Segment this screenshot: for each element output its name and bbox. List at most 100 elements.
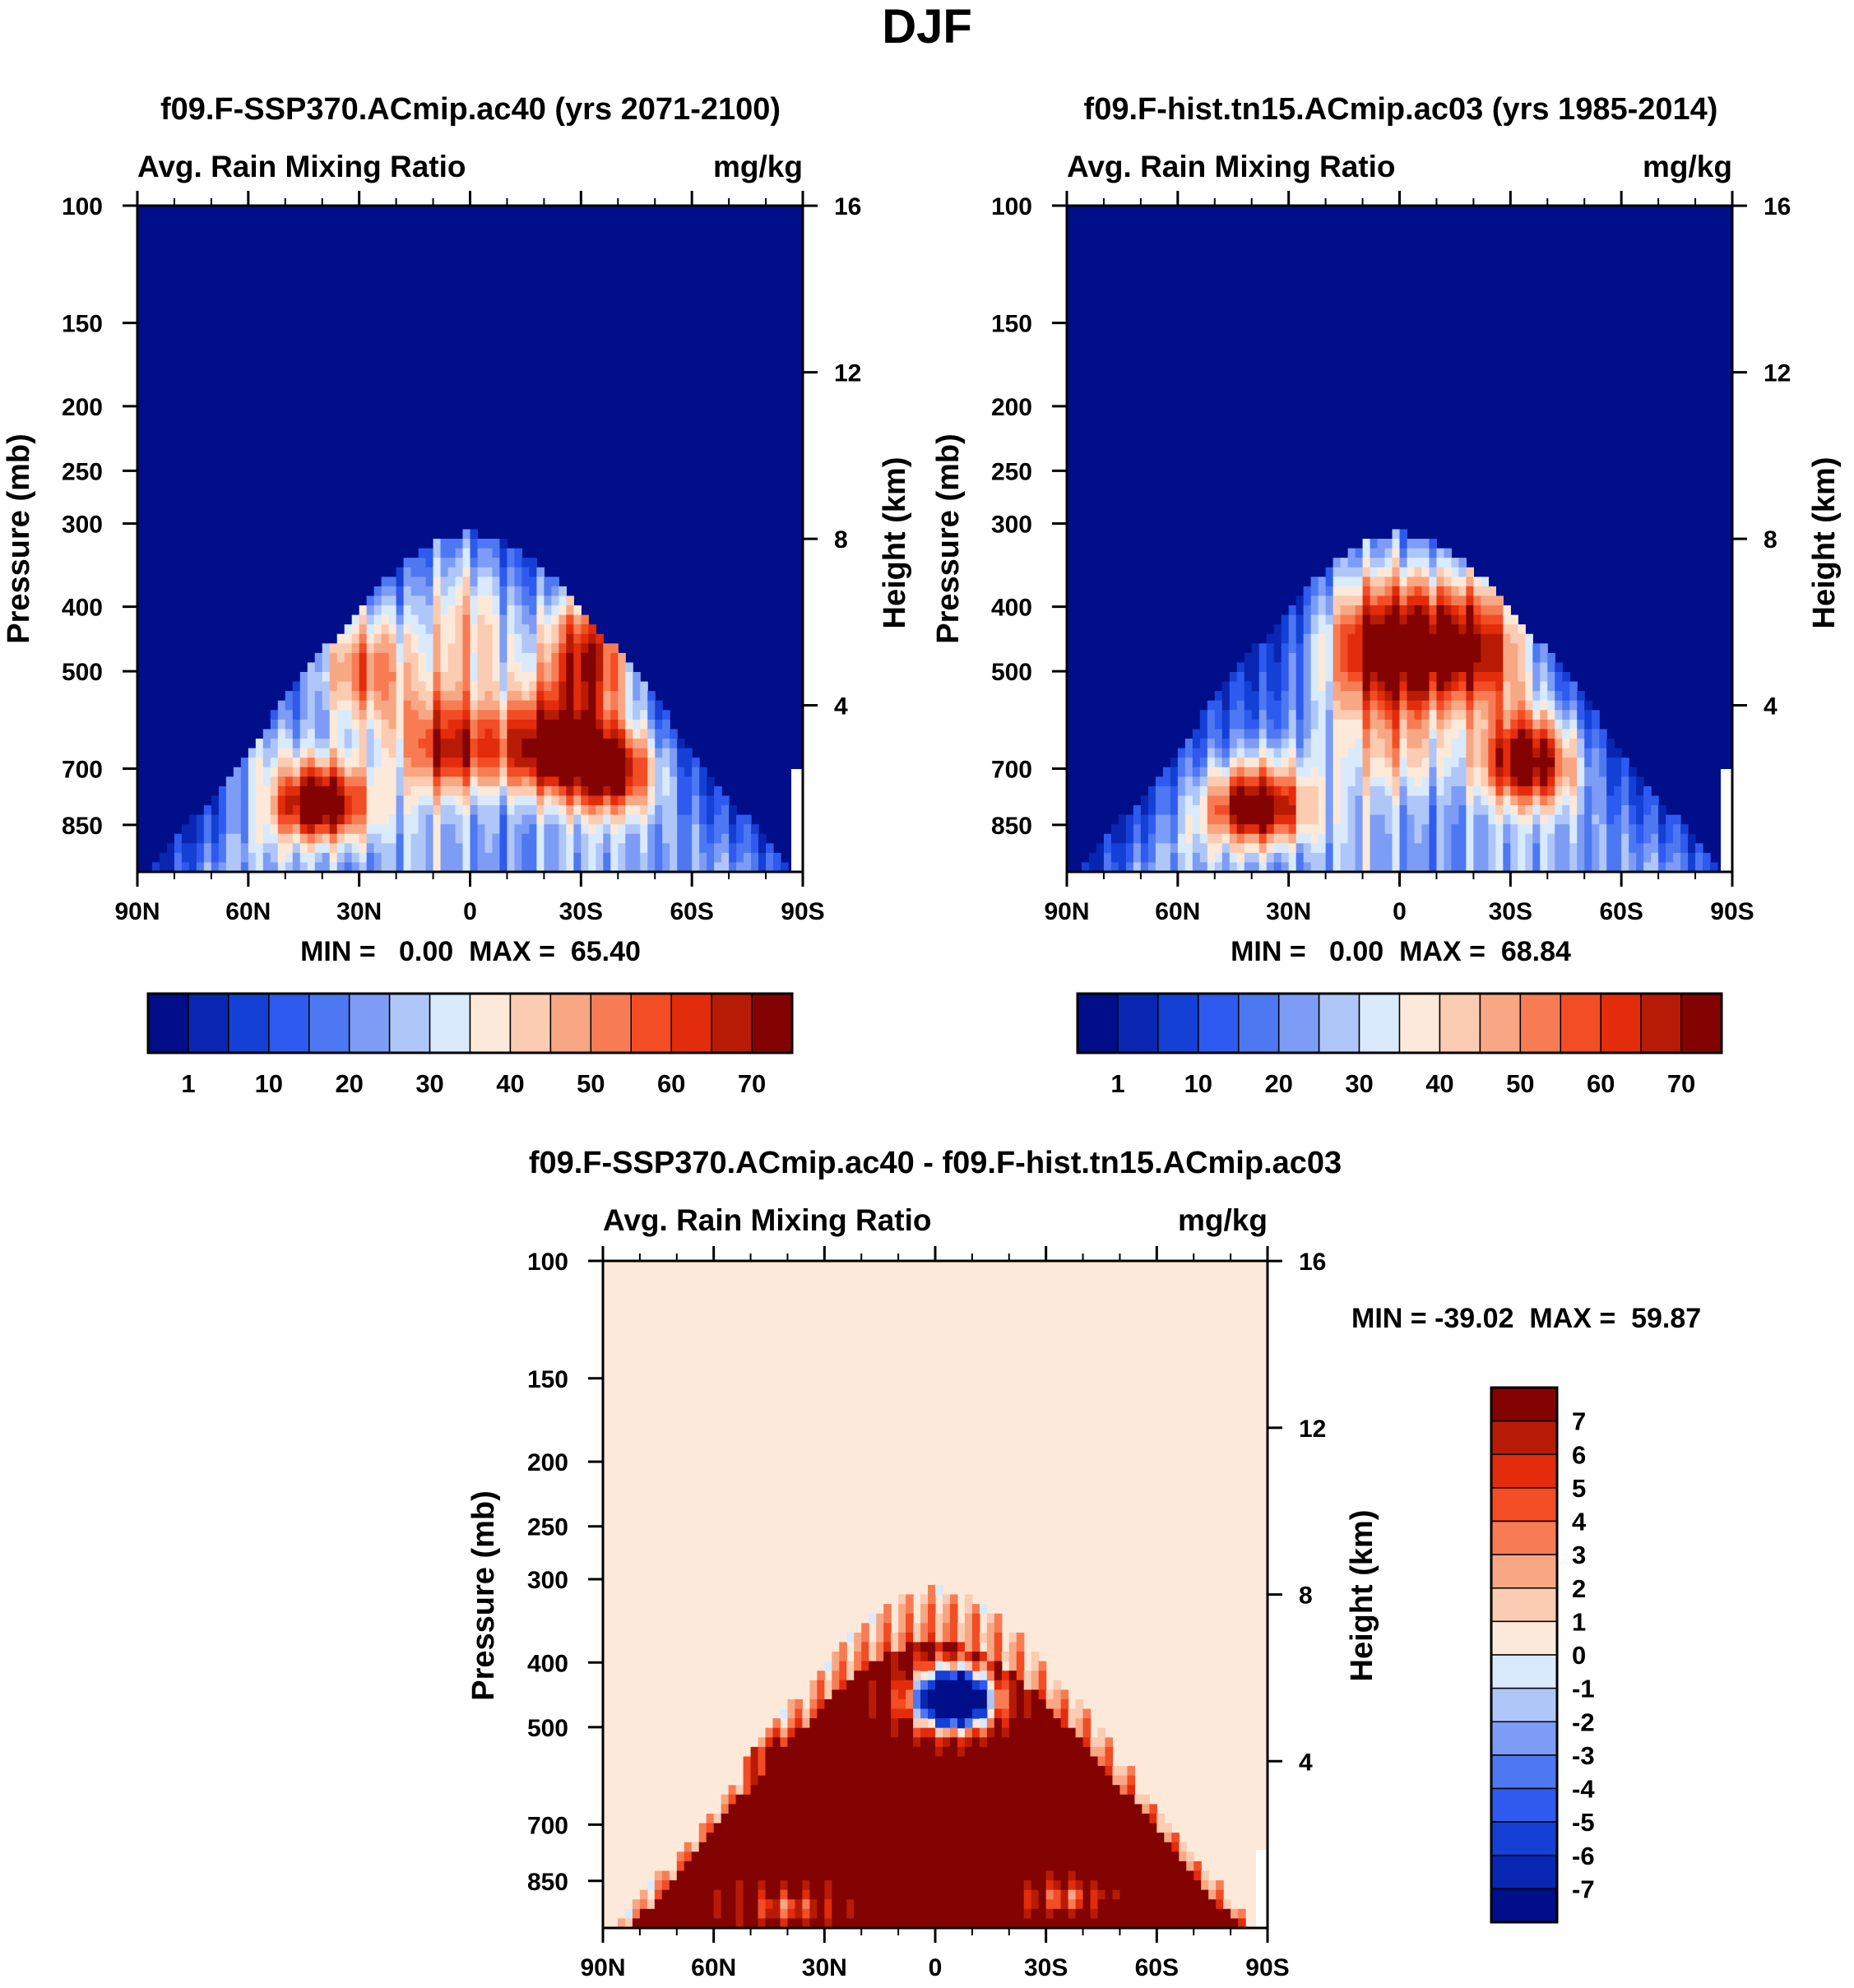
heatmap-cell: [698, 1842, 707, 1852]
heatmap-cell: [1266, 767, 1275, 777]
heatmap-cell: [255, 833, 264, 844]
heatmap-cell: [329, 862, 338, 873]
heatmap-cell: [979, 1918, 988, 1929]
heatmap-cell: [618, 729, 626, 739]
colorbar-frame: [1076, 992, 1723, 1054]
heatmap-cell: [1325, 767, 1334, 777]
heatmap-cell: [314, 833, 323, 844]
heatmap-cell: [625, 767, 633, 777]
heatmap-cell: [1340, 577, 1349, 587]
heatmap-cell: [447, 748, 457, 758]
heatmap-cell: [1518, 624, 1526, 635]
heatmap-cell: [625, 833, 633, 844]
heatmap-cell: [1436, 662, 1445, 673]
heatmap-cell: [425, 643, 434, 654]
heatmap-cell: [964, 1851, 973, 1862]
heatmap-cell: [729, 814, 737, 825]
heatmap-cell: [1303, 624, 1312, 635]
heatmap-cell: [1606, 833, 1615, 844]
heatmap-cell: [521, 586, 531, 597]
heatmap-cell: [1207, 767, 1216, 777]
heatmap-cell: [403, 577, 412, 587]
heatmap-cell: [433, 586, 442, 597]
heatmap-cell: [1333, 700, 1342, 711]
heatmap-cell: [1370, 795, 1379, 806]
heatmap-cell: [876, 1785, 884, 1796]
heatmap-cell: [876, 1861, 884, 1872]
heatmap-cell: [285, 719, 294, 730]
heatmap-cell: [1510, 852, 1518, 864]
heatmap-cell: [655, 814, 663, 825]
heatmap-cell: [928, 1613, 936, 1624]
heatmap-cell: [1666, 833, 1674, 844]
heatmap-cell: [1518, 710, 1526, 721]
heatmap-cell: [285, 710, 294, 721]
heatmap-cell: [750, 1823, 759, 1833]
heatmap-cell: [1340, 748, 1349, 758]
heatmap-cell: [581, 852, 589, 864]
heatmap-cell: [647, 1880, 656, 1891]
heatmap-cell: [780, 1851, 789, 1862]
heatmap-cell: [551, 652, 559, 664]
heatmap-cell: [677, 767, 685, 777]
heatmap-cell: [529, 586, 537, 597]
heatmap-cell: [373, 662, 382, 673]
heatmap-cell: [1362, 672, 1371, 683]
heatmap-cell: [455, 605, 464, 616]
heatmap-cell: [1199, 710, 1208, 721]
heatmap-cell: [1444, 719, 1453, 730]
heatmap-cell: [677, 795, 685, 806]
heatmap-cell: [1458, 758, 1467, 768]
heatmap-cell: [1407, 643, 1416, 654]
heatmap-cell: [964, 1604, 973, 1615]
heatmap-cell: [1207, 776, 1216, 787]
heatmap-cell: [787, 1794, 796, 1805]
heatmap-cell: [809, 1918, 818, 1929]
heatmap-cell: [262, 852, 271, 864]
heatmap-cell: [869, 1918, 877, 1929]
heatmap-cell: [307, 719, 316, 730]
heatmap-cell: [1510, 672, 1518, 683]
heatmap-cell: [1288, 814, 1297, 825]
heatmap-cell: [1577, 710, 1585, 721]
heatmap-cell: [1008, 1823, 1017, 1833]
heatmap-cell: [949, 1804, 958, 1814]
heatmap-cell: [1333, 643, 1342, 654]
heatmap-cell: [832, 1794, 840, 1805]
heatmap-cell: [410, 633, 419, 644]
heatmap-cell: [277, 719, 286, 730]
heatmap-cell: [809, 1833, 818, 1843]
heatmap-cell: [876, 1804, 884, 1814]
heatmap-cell: [1429, 748, 1438, 758]
heatmap-cell: [750, 1794, 759, 1805]
heatmap-cell: [640, 862, 648, 873]
heatmap-cell: [957, 1889, 966, 1900]
heatmap-cell: [1488, 814, 1496, 825]
heatmap-cell: [366, 710, 375, 721]
heatmap-cell: [1214, 729, 1223, 739]
heatmap-cell: [1540, 805, 1548, 816]
heatmap-cell: [1303, 758, 1312, 768]
heatmap-cell: [1466, 633, 1474, 644]
heatmap-cell: [766, 862, 774, 873]
heatmap-cell: [551, 691, 559, 702]
heatmap-cell: [1096, 862, 1105, 873]
heatmap-cell: [403, 710, 412, 721]
heatmap-cell: [1466, 739, 1474, 749]
heatmap-cell: [1532, 805, 1541, 816]
heatmap-cell: [618, 681, 626, 692]
heatmap-cell: [1643, 814, 1652, 825]
heatmap-cell: [625, 700, 633, 711]
colorbar-label: 30: [415, 1069, 443, 1098]
heatmap-cell: [322, 805, 331, 816]
heatmap-cell: [521, 710, 531, 721]
heatmap-cell: [1592, 833, 1600, 844]
heatmap-cell: [403, 652, 412, 664]
heatmap-cell: [1525, 681, 1533, 692]
heatmap-cell: [322, 814, 331, 825]
heatmap-cell: [1555, 767, 1563, 777]
heatmap-cell: [433, 785, 442, 797]
heatmap-cell: [1273, 710, 1282, 721]
heatmap-cell: [1244, 852, 1253, 864]
heatmap-cell: [433, 672, 442, 683]
